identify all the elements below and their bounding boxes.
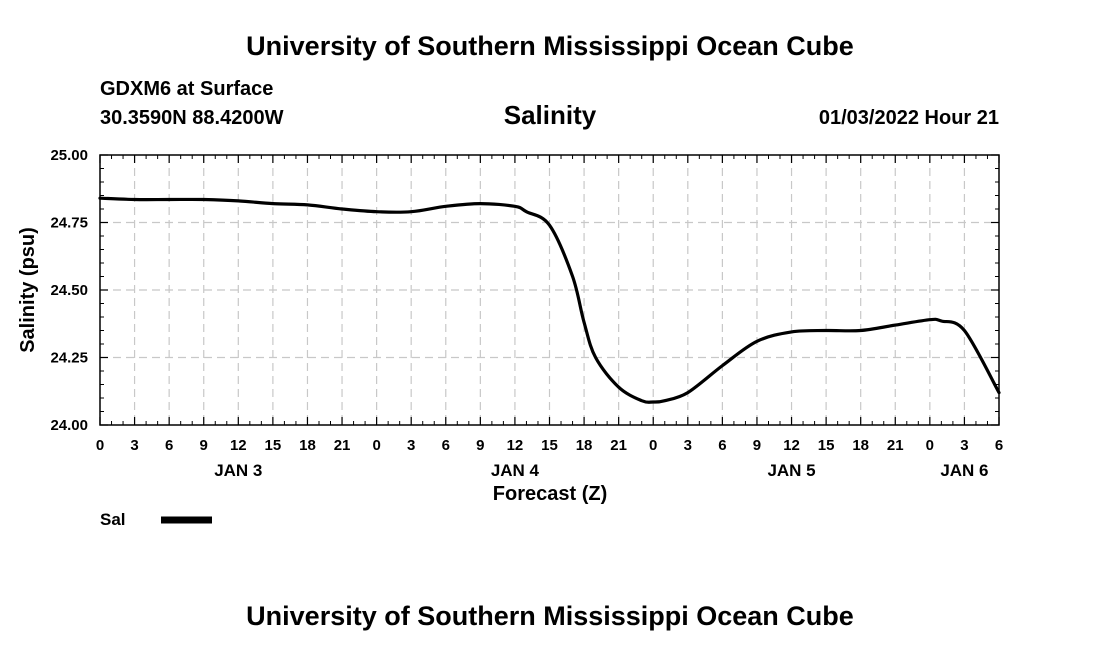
x-tick-label: 15 (265, 437, 282, 454)
x-tick-label: 9 (753, 437, 761, 454)
date-label: JAN 4 (491, 461, 540, 480)
x-tick-label: 0 (926, 437, 934, 454)
x-tick-label: 18 (852, 437, 869, 454)
x-axis-label: Forecast (Z) (493, 483, 607, 505)
x-tick-label: 9 (200, 437, 208, 454)
series-line-sal (98, 196, 1001, 404)
x-tick-label: 18 (299, 437, 316, 454)
x-tick-label: 21 (334, 437, 351, 454)
tick-labels: 0 3 6 9 12 15 18 21 0 3 6 9 12 15 18 21 0 3 6 9 12 15 18 21 0 3 6 2… (50, 147, 1003, 480)
x-tick-label: 0 (372, 437, 380, 454)
x-tick-label: 12 (230, 437, 247, 454)
x-tick-label: 6 (165, 437, 173, 454)
coordinates-label: 30.3590N 88.4200W (100, 107, 284, 129)
y-tick-label: 25.00 (50, 147, 88, 164)
station-label: GDXM6 at Surface (100, 78, 273, 100)
y-tick-label: 24.50 (50, 282, 88, 299)
x-tick-label: 3 (407, 437, 415, 454)
x-tick-label: 6 (718, 437, 726, 454)
valid-time-label: 01/03/2022 Hour 21 (819, 107, 999, 129)
x-tick-label: 3 (960, 437, 968, 454)
x-tick-label: 15 (541, 437, 558, 454)
chart-title-bottom: University of Southern Mississippi Ocean… (246, 601, 854, 631)
chart-title: Salinity (504, 100, 597, 130)
x-tick-label: 6 (442, 437, 450, 454)
legend-label: Sal (100, 510, 126, 529)
date-label: JAN 5 (767, 461, 815, 480)
x-tick-label: 3 (130, 437, 138, 454)
x-tick-label: 21 (610, 437, 627, 454)
y-axis-label: Salinity (psu) (17, 227, 39, 353)
x-tick-label: 21 (887, 437, 904, 454)
date-label: JAN 3 (214, 461, 262, 480)
x-tick-label: 15 (818, 437, 835, 454)
x-tick-label: 12 (507, 437, 524, 454)
y-tick-label: 24.00 (50, 417, 88, 434)
plot-frame (99, 154, 1000, 426)
x-tick-label: 12 (783, 437, 800, 454)
y-tick-label: 24.75 (50, 215, 88, 232)
series-layer (98, 196, 1001, 404)
y-tick-label: 24.25 (50, 350, 88, 367)
date-label: JAN 6 (940, 461, 988, 480)
chart-title-top: University of Southern Mississippi Ocean… (246, 31, 854, 61)
x-tick-label: 3 (684, 437, 692, 454)
x-tick-label: 9 (476, 437, 484, 454)
grid (100, 155, 999, 425)
x-tick-label: 0 (96, 437, 104, 454)
x-tick-label: 18 (576, 437, 593, 454)
x-tick-label: 0 (649, 437, 657, 454)
x-tick-label: 6 (995, 437, 1003, 454)
